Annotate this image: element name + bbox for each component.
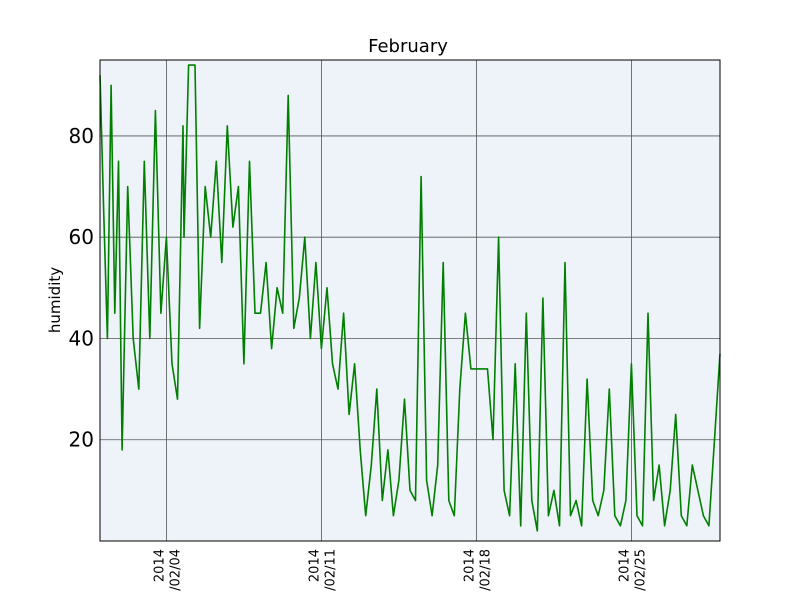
y-tick-label: 20 bbox=[69, 428, 94, 452]
y-tick-label: 60 bbox=[69, 225, 94, 249]
x-tick-label: 2014/02/04 bbox=[152, 549, 183, 591]
x-tick-label: 2014/02/18 bbox=[462, 549, 493, 591]
series-line bbox=[99, 64, 721, 532]
x-ticks: 2014/02/04 2014/02/11 2014/02/18 2014/02/25 bbox=[152, 549, 648, 591]
y-tick-label: 40 bbox=[69, 326, 94, 350]
series-layer bbox=[99, 64, 721, 532]
x-tick-label: 2014/02/11 bbox=[307, 549, 338, 591]
y-tick-label: 80 bbox=[69, 124, 94, 148]
plot-frame bbox=[99, 59, 721, 542]
y-ticks: 20 40 60 80 bbox=[69, 124, 94, 452]
plot-background bbox=[100, 60, 720, 541]
y-axis-label: humidity bbox=[46, 267, 64, 333]
chart-title: February bbox=[368, 36, 448, 57]
x-tick-label: 2014/02/25 bbox=[617, 549, 648, 591]
